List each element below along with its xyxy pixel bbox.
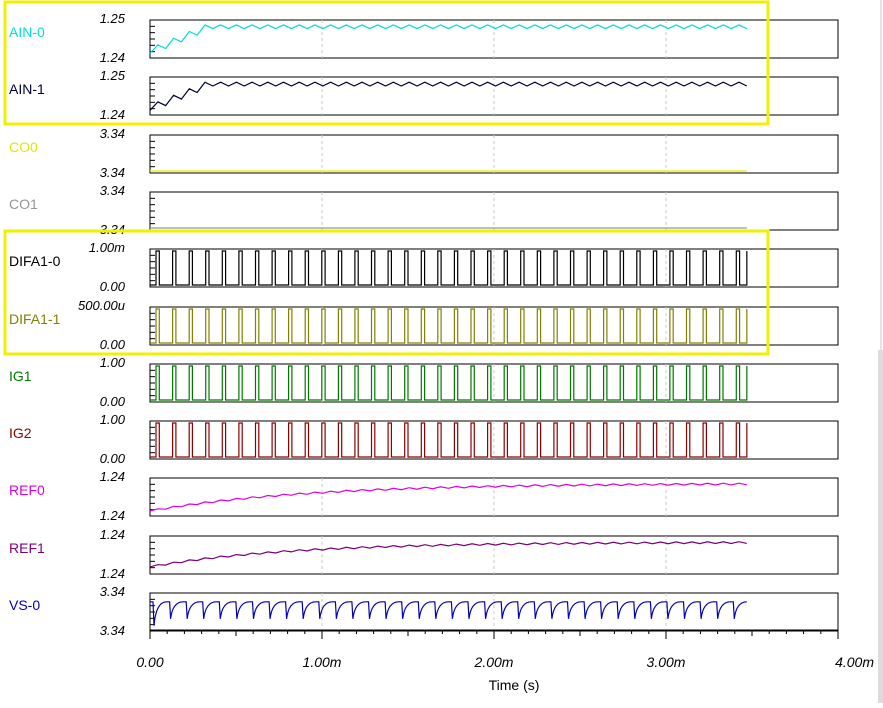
y-tick-label-top: 1.24 xyxy=(100,527,125,542)
y-tick-label-top: 3.34 xyxy=(100,183,125,198)
y-tick-label-top: 1.00 xyxy=(100,355,126,370)
signal-trace-ref0 xyxy=(149,482,747,512)
trace-panel-ig2: 1.00 0.00 IG2 xyxy=(9,412,839,466)
x-axis: 0.00 1.00m 2.00m 3.00m 4.00m xyxy=(136,629,874,670)
y-tick-label-top: 500.00u xyxy=(78,298,125,313)
channel-name-co1: CO1 xyxy=(9,196,38,212)
x-tick-label: 0.00 xyxy=(136,654,163,670)
signal-trace-difa1-0 xyxy=(150,250,748,286)
channel-name-co0: CO0 xyxy=(9,139,38,155)
highlight-box-1 xyxy=(3,0,770,126)
trace-panel-ref0: 1.24 1.24 REF0 xyxy=(9,469,839,523)
y-tick-label-top: 1.24 xyxy=(100,469,125,484)
trace-panel-vs-0: 3.34 3.34 VS-0 xyxy=(9,584,839,638)
channel-name-ig1: IG1 xyxy=(9,368,32,384)
signal-trace-ig1 xyxy=(150,365,748,401)
signal-trace-ain-1 xyxy=(149,81,748,111)
channel-name-ain-1: AIN-1 xyxy=(9,81,45,97)
y-tick-label-top: 1.25 xyxy=(100,68,126,83)
y-tick-label-bottom: 3.34 xyxy=(100,623,125,638)
trace-panel-ain-1: 1.25 1.24 AIN-1 xyxy=(9,68,839,122)
channel-name-ain-0: AIN-0 xyxy=(9,24,45,40)
channel-name-difa1-1: DIFA1-1 xyxy=(9,311,61,327)
y-tick-label-bottom: 1.24 xyxy=(100,566,125,581)
x-tick-label: 2.00m xyxy=(474,654,514,670)
y-tick-label-bottom: 1.24 xyxy=(100,107,125,122)
highlight-layer xyxy=(3,0,770,356)
y-tick-label-bottom: 3.34 xyxy=(100,165,125,180)
window-scrollbar[interactable] xyxy=(878,350,883,703)
signal-trace-vs-0 xyxy=(150,601,747,626)
y-tick-label-bottom: 0.00 xyxy=(100,279,126,294)
y-tick-label-top: 3.34 xyxy=(100,584,125,599)
y-tick-label-bottom: 0.00 xyxy=(100,337,126,352)
highlight-box-2 xyxy=(3,229,770,356)
y-tick-label-bottom: 0.00 xyxy=(100,394,126,409)
signal-trace-ain-0 xyxy=(149,24,748,54)
x-tick-label: 1.00m xyxy=(303,654,342,670)
trace-panel-difa1-0: 1.00m 0.00 DIFA1-0 xyxy=(9,240,839,294)
x-tick-label: 4.00m xyxy=(835,654,874,670)
signal-trace-difa1-1 xyxy=(150,308,748,344)
trace-panel-ref1: 1.24 1.24 REF1 xyxy=(9,527,839,581)
channel-name-ref1: REF1 xyxy=(9,540,45,556)
trace-panel-co0: 3.34 3.34 CO0 xyxy=(9,126,839,180)
panels-layer: 1.251.24AIN-01.251.24AIN-13.343.34CO03.3… xyxy=(9,11,839,638)
y-tick-label-bottom: 1.24 xyxy=(100,508,125,523)
trace-panel-ig1: 1.00 0.00 IG1 xyxy=(9,355,839,409)
y-tick-label-bottom: 0.00 xyxy=(100,451,126,466)
y-tick-label-top: 1.00m xyxy=(89,240,125,255)
x-tick-label: 3.00m xyxy=(647,654,686,670)
channel-name-ig2: IG2 xyxy=(9,425,32,441)
y-tick-label-top: 3.34 xyxy=(100,126,125,141)
y-tick-label-bottom: 1.24 xyxy=(100,50,125,65)
trace-panel-difa1-1: 500.00u 0.00 DIFA1-1 xyxy=(9,298,839,352)
signal-trace-ig2 xyxy=(150,422,748,458)
channel-name-difa1-0: DIFA1-0 xyxy=(9,253,61,269)
channel-name-vs-0: VS-0 xyxy=(9,597,40,613)
y-tick-label-top: 1.25 xyxy=(100,11,126,26)
signal-trace-ref1 xyxy=(149,541,747,568)
channel-name-ref0: REF0 xyxy=(9,482,45,498)
x-axis-label: Time (s) xyxy=(489,677,540,693)
y-tick-label-top: 1.00 xyxy=(100,412,126,427)
trace-panel-ain-0: 1.25 1.24 AIN-0 xyxy=(9,11,839,65)
